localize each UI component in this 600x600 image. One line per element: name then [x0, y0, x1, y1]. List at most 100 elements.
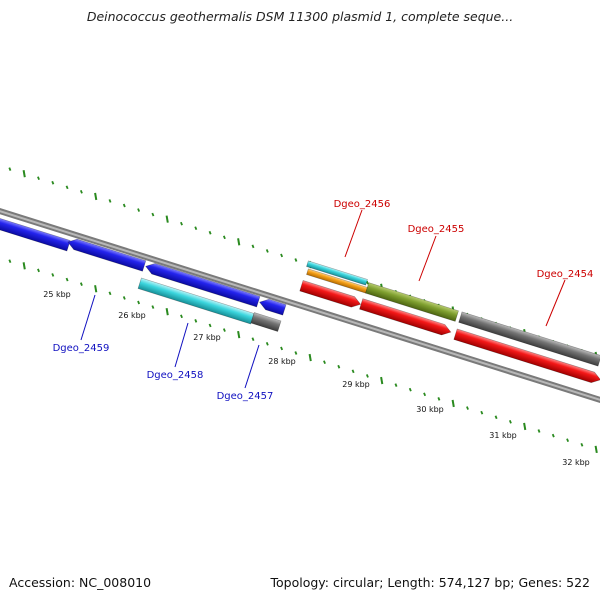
gene-label[interactable]: Dgeo_2458 — [147, 370, 204, 381]
major-tick — [22, 262, 26, 270]
minor-tick — [222, 328, 226, 332]
minor-tick — [180, 314, 183, 319]
inner-tick-ring — [8, 259, 598, 454]
minor-tick — [151, 305, 155, 309]
major-tick — [380, 376, 384, 385]
major-tick — [165, 215, 169, 223]
minor-tick — [37, 268, 40, 273]
minor-tick — [294, 351, 298, 355]
gene-block-blue-4[interactable] — [258, 297, 287, 316]
minor-tick — [79, 190, 83, 194]
minor-tick — [122, 296, 126, 300]
major-tick — [523, 422, 527, 431]
gene-label[interactable]: Dgeo_2454 — [537, 269, 594, 280]
major-tick — [94, 285, 98, 293]
gene-block-red-2[interactable] — [359, 298, 453, 338]
major-tick — [94, 192, 98, 201]
minor-tick — [351, 369, 355, 374]
minor-tick — [494, 415, 498, 420]
minor-tick — [280, 253, 284, 258]
gene-label[interactable]: Dgeo_2457 — [217, 391, 274, 402]
gene-block-gray-minus[interactable] — [250, 312, 282, 332]
major-tick — [237, 238, 241, 246]
minor-tick — [251, 337, 255, 342]
minor-tick — [194, 319, 198, 323]
minor-tick — [65, 277, 69, 282]
major-tick — [451, 399, 455, 408]
minor-tick — [265, 249, 269, 253]
gene-callout-line — [244, 344, 260, 389]
gene-block-blue-2[interactable] — [66, 237, 147, 272]
minor-tick — [208, 323, 212, 328]
gene-block-olive[interactable] — [365, 282, 459, 322]
minor-tick — [37, 176, 40, 181]
minor-tick — [265, 341, 269, 346]
minor-tick — [323, 360, 326, 365]
minor-tick — [194, 226, 198, 231]
minor-tick — [79, 282, 83, 286]
scale-label: 26 kbp — [118, 311, 146, 320]
minor-tick — [508, 420, 512, 424]
minor-tick — [551, 433, 555, 438]
minor-tick — [480, 410, 484, 415]
gene-block-red-3[interactable] — [453, 328, 600, 385]
minor-tick — [365, 374, 369, 378]
minor-tick — [151, 212, 155, 217]
minor-tick — [466, 406, 469, 410]
gene-block-cyan[interactable] — [137, 277, 255, 325]
genome-summary: Topology: circular; Length: 574,127 bp; … — [270, 575, 591, 590]
backbone — [0, 208, 600, 403]
gene-label[interactable]: Dgeo_2456 — [334, 199, 391, 210]
scale-label: 28 kbp — [268, 357, 296, 366]
gene-block-red-1[interactable] — [299, 280, 362, 309]
gene-block-blue-1[interactable] — [0, 215, 71, 252]
minor-tick — [580, 442, 584, 447]
minor-tick — [51, 180, 55, 185]
major-tick — [308, 353, 312, 362]
minor-tick — [8, 259, 12, 264]
minor-tick — [208, 230, 212, 235]
gene-callout-line — [418, 235, 437, 282]
minor-tick — [137, 300, 141, 305]
gene-callout-line — [344, 209, 363, 258]
accession-label: Accession: NC_008010 — [9, 575, 152, 590]
gene-block-gray-plus[interactable] — [458, 311, 600, 367]
minor-tick — [394, 383, 398, 387]
minor-tick — [122, 203, 126, 208]
minor-tick — [180, 221, 183, 226]
gene-label[interactable]: Dgeo_2455 — [408, 224, 465, 235]
scale-label: 32 kbp — [562, 458, 590, 467]
gene-callout-line — [174, 322, 189, 368]
gene-block-blue-3[interactable] — [144, 261, 261, 308]
gene-block-cyan-plus[interactable] — [306, 260, 368, 286]
scale-label: 30 kbp — [416, 405, 444, 414]
scale-label: 29 kbp — [342, 380, 370, 389]
minor-tick — [566, 438, 570, 443]
minor-tick — [365, 280, 369, 285]
minor-tick — [108, 199, 112, 203]
minor-tick — [537, 429, 541, 433]
gene-callout-line — [545, 279, 566, 327]
title: Deinococcus geothermalis DSM 11300 plasm… — [86, 9, 514, 24]
minor-tick — [423, 392, 427, 397]
gene-label[interactable]: Dgeo_2459 — [53, 343, 110, 354]
minor-tick — [280, 346, 284, 351]
scale-label: 25 kbp — [43, 290, 71, 299]
minor-tick — [51, 273, 55, 277]
minor-tick — [137, 208, 141, 212]
major-tick — [165, 308, 169, 316]
minor-tick — [408, 387, 412, 392]
minor-tick — [251, 244, 255, 249]
minor-tick — [8, 167, 12, 171]
minor-tick — [222, 235, 226, 240]
major-tick — [237, 330, 241, 339]
major-tick — [22, 170, 26, 178]
minor-tick — [108, 291, 112, 296]
scale-label: 27 kbp — [193, 333, 221, 342]
minor-tick — [65, 185, 69, 190]
gene-callout-line — [80, 294, 96, 341]
minor-tick — [337, 364, 341, 369]
scale-label: 31 kbp — [489, 431, 517, 440]
major-tick — [594, 445, 598, 454]
